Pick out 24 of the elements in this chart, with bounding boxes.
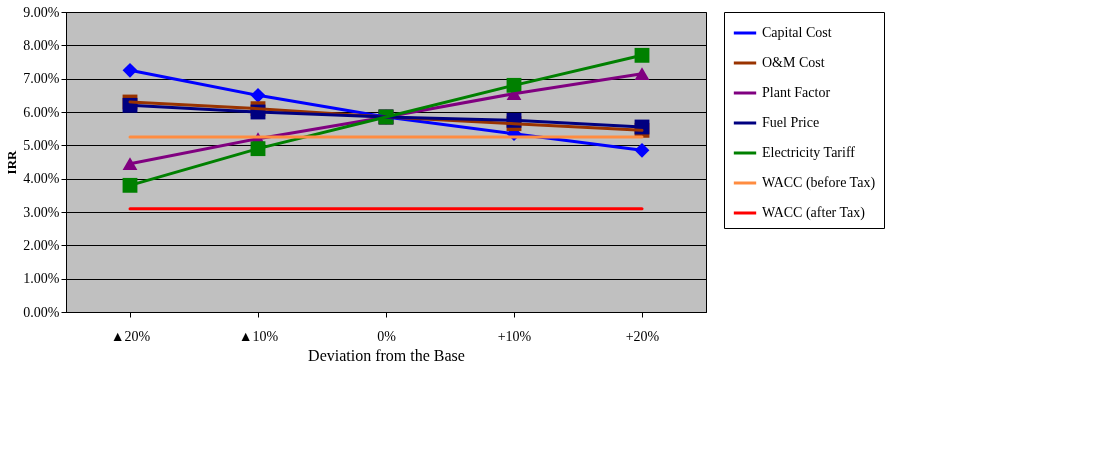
y-tick-label: 1.00% [23,271,60,287]
y-tick-label: 5.00% [23,137,60,153]
x-axis-title: Deviation from the Base [308,346,465,364]
x-tick-label: +10% [497,328,532,344]
legend-label: WACC (after Tax) [762,205,866,221]
legend-label: Fuel Price [762,115,820,130]
legend-label: Plant Factor [762,85,831,100]
legend-label: Capital Cost [762,25,832,40]
x-tick-label: 0% [377,328,397,344]
x-tick-label: ▲10% [238,328,279,344]
legend-label: Electricity Tariff [762,145,856,160]
y-tick-label: 4.00% [23,171,60,187]
y-axis-title: IRR [4,149,20,175]
y-tick-label: 7.00% [23,71,60,87]
legend-label: O&M Cost [762,55,825,70]
legend-label: WACC (before Tax) [762,175,876,191]
y-tick-label: 0.00% [23,304,60,320]
y-tick-label: 8.00% [23,37,60,53]
y-tick-label: 9.00% [23,4,60,20]
y-tick-label: 3.00% [23,204,60,220]
x-tick-label: +20% [625,328,660,344]
y-tick-label: 2.00% [23,237,60,253]
x-tick-label: ▲20% [110,328,151,344]
y-tick-label: 6.00% [23,104,60,120]
